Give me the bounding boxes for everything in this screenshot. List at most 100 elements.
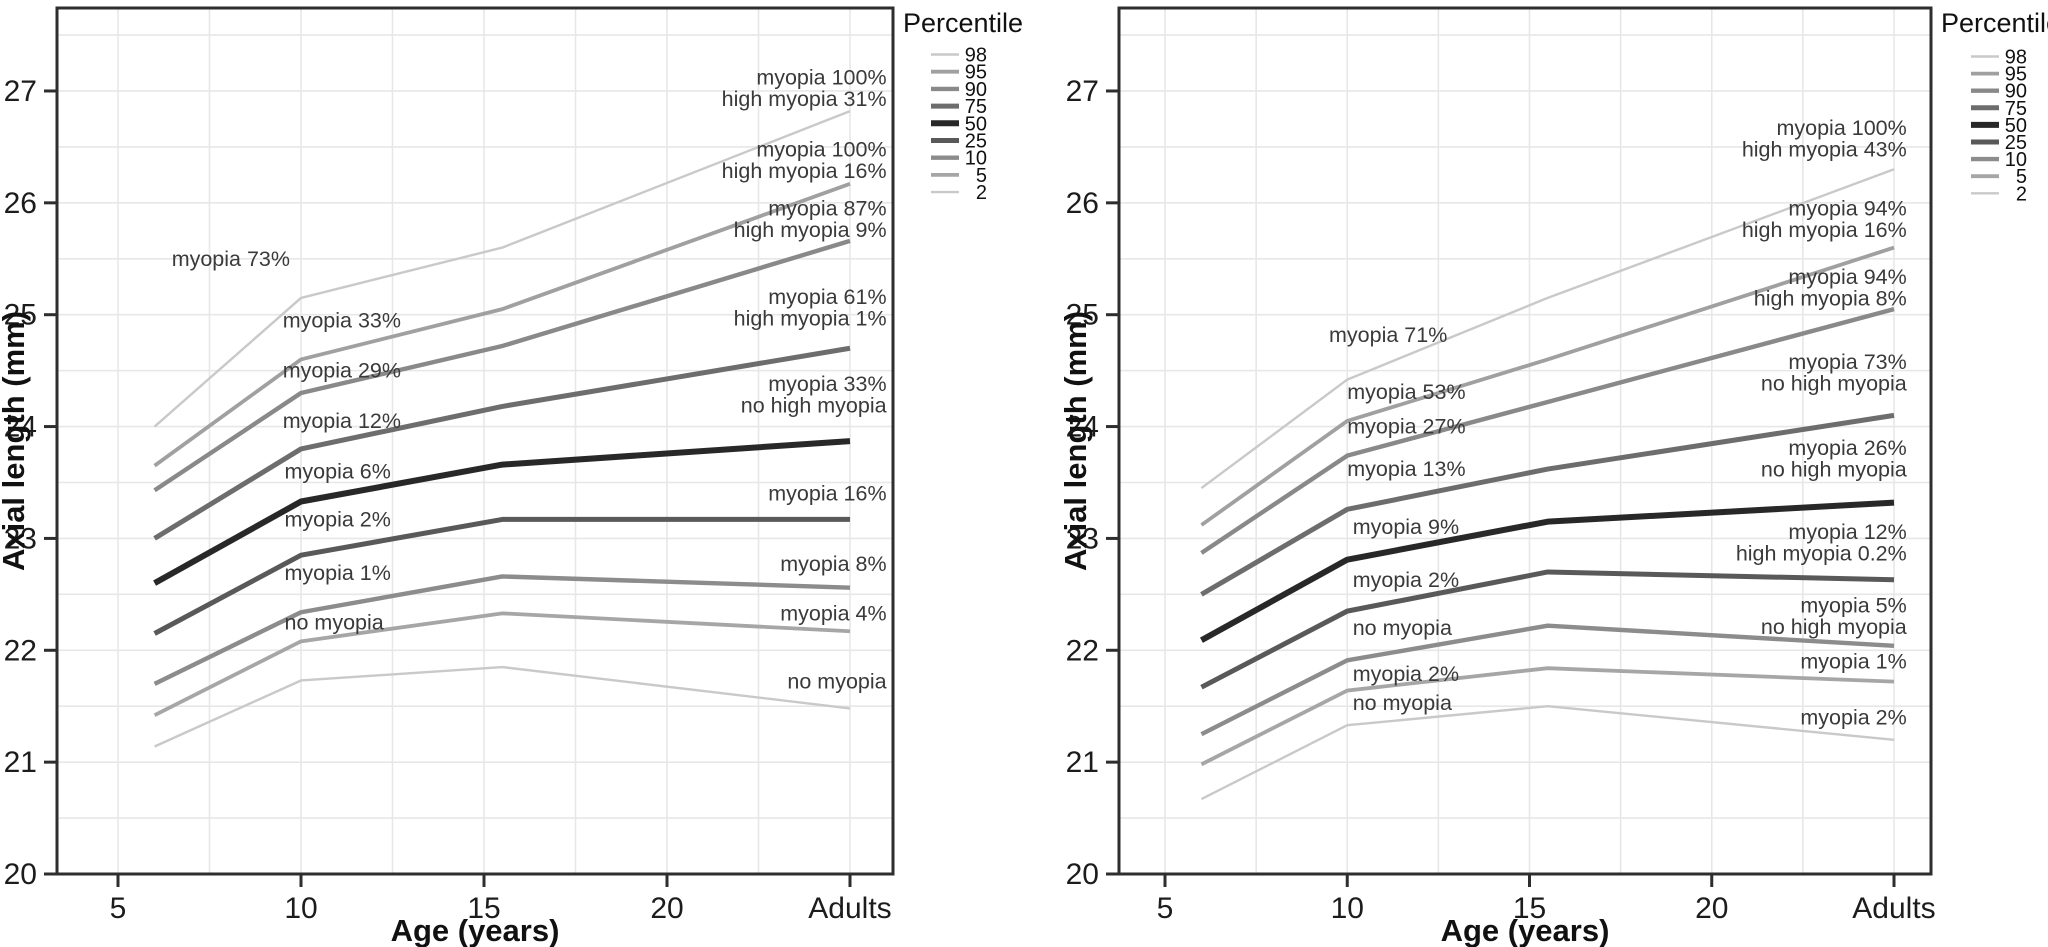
curve-end-label: myopia 12% high myopia 0.2% bbox=[1736, 520, 1907, 566]
x-axis-title: Age (years) bbox=[1441, 913, 1610, 947]
gridlines bbox=[57, 8, 893, 874]
percentile-curve-90 bbox=[1200, 306, 1895, 555]
curve-end-label: myopia 100% high myopia 31% bbox=[722, 66, 887, 112]
legend-entry-label: 75 bbox=[2005, 98, 2027, 120]
mid-curve-labels: myopia 73% myopia 33% myopia 29% myopia 12%… bbox=[172, 247, 401, 635]
legend-entry-label: 98 bbox=[965, 45, 987, 67]
legend-title: Percentile bbox=[1941, 8, 2048, 38]
curve-label: myopia 12% bbox=[283, 409, 401, 433]
curve-end-label: myopia 94% high myopia 16% bbox=[1742, 197, 1907, 243]
curve-label: myopia 2% bbox=[1353, 568, 1459, 592]
curve-end-label: myopia 4% bbox=[780, 601, 886, 625]
curve-end-label: myopia 8% bbox=[780, 552, 886, 576]
curve-end-label: myopia 87% high myopia 9% bbox=[734, 197, 887, 243]
curve-label: myopia 27% bbox=[1347, 415, 1465, 439]
legend-entry-label: 25 bbox=[965, 131, 987, 153]
x-axis-title: Age (years) bbox=[391, 913, 560, 947]
percentile-curve-98 bbox=[153, 109, 851, 428]
y-tick-label: 27 bbox=[4, 75, 37, 108]
percentile-curve-98 bbox=[1200, 168, 1895, 490]
y-tick-label: 22 bbox=[4, 634, 37, 667]
y-tick-label: 26 bbox=[1066, 187, 1099, 220]
y-tick-label: 23 bbox=[1066, 522, 1099, 555]
curve-label: myopia 9% bbox=[1353, 515, 1459, 539]
x-tick-label: 5 bbox=[110, 892, 127, 925]
curve-end-labels: myopia 100% high myopia 43% myopia 94% high… bbox=[1736, 116, 1907, 729]
percentile-curve-25 bbox=[1200, 569, 1895, 690]
legend-entry-label: 5 bbox=[976, 165, 987, 187]
curve-label: myopia 53% bbox=[1347, 380, 1465, 404]
legend-entry-label: 25 bbox=[2005, 132, 2027, 154]
percentile-curve-2 bbox=[154, 665, 851, 748]
y-tick-label: 21 bbox=[4, 746, 37, 779]
curve-end-label: myopia 1% bbox=[1800, 649, 1906, 673]
curve-label: myopia 29% bbox=[283, 359, 401, 383]
curve-label: myopia 2% bbox=[1353, 662, 1459, 686]
y-tick-label: 22 bbox=[1066, 634, 1099, 667]
curve-end-label: myopia 16% bbox=[768, 482, 886, 506]
percentile-curve-50 bbox=[1199, 499, 1895, 643]
percentile-curve-25 bbox=[153, 516, 850, 636]
y-tick-label: 24 bbox=[1066, 411, 1099, 444]
y-axis-title: Axial length (mm) bbox=[1058, 311, 1093, 571]
curve-end-label: myopia 73% no high myopia bbox=[1761, 350, 1907, 396]
x-tick-label: Adults bbox=[808, 892, 891, 925]
legend-entry-label: 5 bbox=[2016, 166, 2027, 188]
legend-entry-label: 50 bbox=[965, 113, 987, 135]
y-tick-label: 25 bbox=[4, 299, 37, 332]
curve-label: myopia 13% bbox=[1347, 457, 1465, 481]
curve-end-label: myopia 100% high myopia 16% bbox=[722, 137, 887, 183]
curve-label: myopia 6% bbox=[285, 459, 391, 483]
percentile-curve-95 bbox=[1200, 245, 1895, 527]
x-tick-label: 20 bbox=[1695, 892, 1728, 925]
legend-entry-label: 98 bbox=[2005, 47, 2027, 69]
y-tick-label: 20 bbox=[1066, 858, 1099, 891]
legend-entry-label: 95 bbox=[2005, 64, 2027, 86]
curve-end-label: myopia 61% high myopia 1% bbox=[734, 285, 887, 331]
y-tick-label: 27 bbox=[1066, 75, 1099, 108]
percentile-curve-90 bbox=[153, 238, 851, 493]
curve-label: no myopia bbox=[1353, 616, 1452, 640]
x-tick-label: 10 bbox=[284, 892, 317, 925]
axes: 20 21 22 23 24 25 26 27 5 10 15 20 Adults bbox=[4, 75, 892, 925]
legend-entry-label: 95 bbox=[965, 62, 987, 84]
curve-end-label: myopia 94% high myopia 8% bbox=[1754, 265, 1907, 311]
x-tick-label: 10 bbox=[1331, 892, 1364, 925]
gridlines bbox=[1119, 8, 1931, 874]
y-tick-label: 21 bbox=[1066, 746, 1099, 779]
y-tick-label: 24 bbox=[4, 411, 37, 444]
percentile-curve-2 bbox=[1200, 705, 1895, 801]
plot-border bbox=[55, 6, 895, 876]
legend-entry-label: 2 bbox=[976, 182, 987, 204]
curve-label: myopia 71% bbox=[1329, 323, 1447, 347]
legend-entry-label: 2 bbox=[2016, 183, 2027, 205]
percentile-curve-50 bbox=[153, 438, 851, 586]
curve-end-label: myopia 26% no high myopia bbox=[1761, 436, 1907, 482]
percentile-curves bbox=[1199, 168, 1895, 801]
x-tick-label: 5 bbox=[1157, 892, 1174, 925]
legend-entry-label: 90 bbox=[965, 79, 987, 101]
y-tick-label: 20 bbox=[4, 858, 37, 891]
axes: 20 21 22 23 24 25 26 27 5 10 15 20 Adults bbox=[1066, 75, 1936, 925]
curve-end-label: myopia 5% no high myopia bbox=[1761, 594, 1907, 640]
curve-label: myopia 1% bbox=[285, 561, 391, 585]
curve-label: no myopia bbox=[1353, 691, 1452, 715]
y-tick-label: 23 bbox=[4, 522, 37, 555]
plot-border bbox=[1117, 6, 1933, 876]
percentile-curve-95 bbox=[153, 182, 851, 468]
legend-title: Percentile bbox=[903, 8, 1023, 38]
curve-label: no myopia bbox=[285, 610, 384, 634]
x-tick-label: 15 bbox=[467, 892, 500, 925]
legend-entry-label: 90 bbox=[2005, 81, 2027, 103]
legend-entry-label: 50 bbox=[2005, 115, 2027, 137]
percentile-curve-10 bbox=[153, 574, 851, 686]
legend-entry-label: 75 bbox=[965, 96, 987, 118]
curve-end-labels: myopia 100% high myopia 31% myopia 100% hig… bbox=[722, 66, 887, 694]
y-tick-label: 26 bbox=[4, 187, 37, 220]
curve-end-label: myopia 2% bbox=[1800, 705, 1906, 729]
percentile-curve-10 bbox=[1200, 623, 1895, 737]
